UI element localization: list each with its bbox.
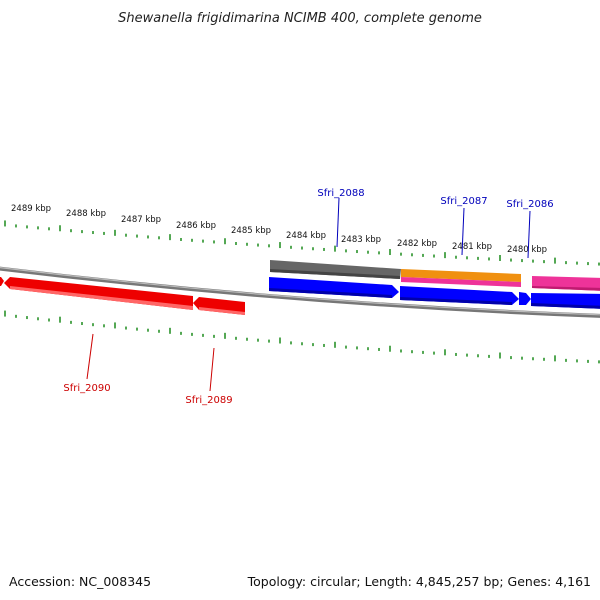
callout-line-sfri-2088 <box>336 197 340 248</box>
callout-line-sfri-2089 <box>209 347 215 392</box>
kbp-label-2482: 2482 kbp <box>397 239 437 249</box>
forward-feature-track <box>270 260 600 291</box>
lower-tick-scale <box>4 310 600 364</box>
kbp-label-2488: 2488 kbp <box>66 209 106 219</box>
kbp-label-2485: 2485 kbp <box>231 226 271 236</box>
kbp-label-2483: 2483 kbp <box>341 235 381 245</box>
kbp-labels: 2489 kbp 2488 kbp 2487 kbp 2486 kbp 2485… <box>11 204 547 255</box>
gene-arrow-sfri-2090-shade <box>10 286 193 310</box>
gene-label-sfri-2090[interactable]: Sfri_2090 <box>63 383 110 394</box>
kbp-label-2480: 2480 kbp <box>507 245 547 255</box>
gene-arrow-sfri-2088-shade <box>269 288 392 298</box>
kbp-label-2481: 2481 kbp <box>452 242 492 252</box>
kbp-label-2486: 2486 kbp <box>176 221 216 231</box>
feature-pink-bar-a[interactable] <box>401 277 521 287</box>
callout-line-sfri-2087 <box>461 207 465 256</box>
feature-orange-bar[interactable] <box>401 269 521 282</box>
genome-backbone <box>0 266 600 318</box>
callout-line-sfri-2090 <box>86 333 94 380</box>
gene-label-sfri-2086[interactable]: Sfri_2086 <box>506 199 553 210</box>
genome-backbone-highlight <box>0 266 600 316</box>
feature-pink-bar-b-shade <box>532 286 600 291</box>
kbp-label-2484: 2484 kbp <box>286 231 326 241</box>
accession-text: Accession: NC_008345 <box>9 574 152 589</box>
gene-arrow-sfri-2086-shade <box>531 303 600 309</box>
gene-arrow-sfri-2087-shade <box>400 297 512 305</box>
gene-arrow-sfri-2089-shade <box>199 307 245 315</box>
gene-callouts <box>86 197 531 392</box>
gene-label-sfri-2088[interactable]: Sfri_2088 <box>317 188 364 199</box>
gene-label-sfri-2089[interactable]: Sfri_2089 <box>185 395 232 406</box>
forward-gene-track <box>269 277 600 309</box>
gene-labels: Sfri_2088 Sfri_2087 Sfri_2086 Sfri_2090 … <box>63 188 553 406</box>
genome-summary-text: Topology: circular; Length: 4,845,257 bp… <box>247 574 591 589</box>
upper-tick-scale <box>4 220 600 266</box>
gene-label-sfri-2087[interactable]: Sfri_2087 <box>440 196 487 207</box>
gene-arrow-left-edge[interactable] <box>0 277 4 286</box>
callout-line-sfri-2086 <box>527 210 531 259</box>
feature-gray-bar[interactable] <box>270 260 401 279</box>
gene-arrow-sfri-2086-small[interactable] <box>519 292 531 305</box>
kbp-label-2487: 2487 kbp <box>121 215 161 225</box>
reverse-gene-track <box>0 277 245 315</box>
feature-gray-bar-shade <box>270 269 400 279</box>
map-title: Shewanella frigidimarina NCIMB 400, comp… <box>118 11 482 26</box>
kbp-label-2489: 2489 kbp <box>11 204 51 214</box>
